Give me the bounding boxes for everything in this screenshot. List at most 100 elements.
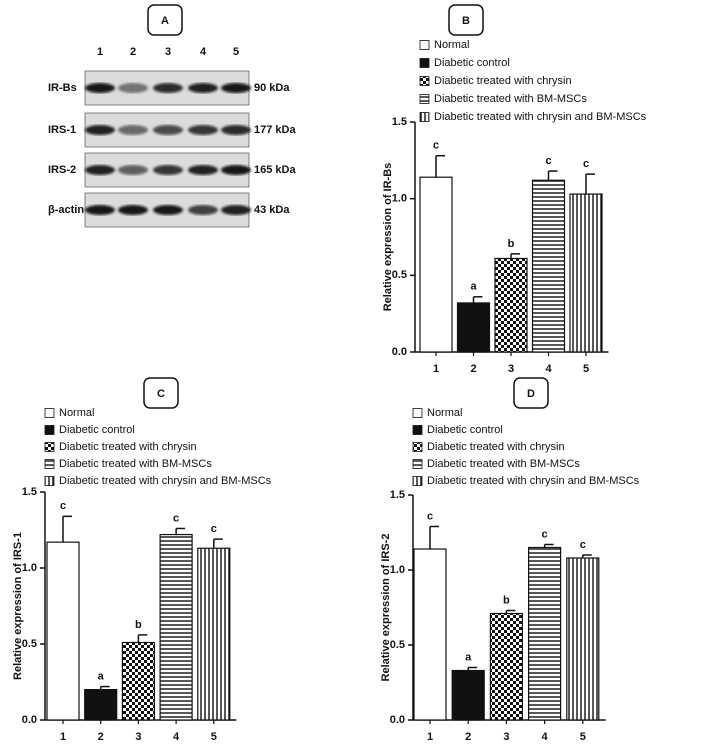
blot-band (221, 165, 251, 175)
significance-letter: c (173, 512, 179, 524)
legend-swatch (44, 459, 55, 469)
bar (566, 557, 600, 721)
bar (569, 193, 603, 353)
panel-box (513, 377, 549, 409)
legend-swatch (44, 442, 55, 452)
significance-letter: a (470, 281, 477, 293)
legend-swatch (44, 408, 55, 418)
blot-band (118, 125, 148, 135)
y-tick-label: 0.5 (390, 639, 405, 651)
significance-letter: c (583, 158, 589, 170)
legend-swatch (419, 94, 430, 104)
legend-swatch (44, 425, 55, 435)
blot-band (153, 83, 183, 93)
significance-letter: c (433, 140, 439, 152)
panel-label: A (161, 15, 169, 27)
bar (419, 176, 453, 353)
lane-label: 4 (200, 46, 207, 58)
x-tick-label: 3 (503, 731, 509, 743)
blot-band (188, 205, 218, 215)
legend-label: Diabetic treated with chrysin and BM-MSC… (427, 475, 640, 487)
bar (531, 179, 566, 353)
legend-swatch (419, 58, 430, 68)
kda-label: 165 kDa (254, 164, 296, 176)
blot-band (85, 125, 115, 135)
lane-label: 5 (233, 46, 239, 58)
blot-band (118, 83, 148, 93)
blot-band (221, 205, 251, 215)
panel-box (147, 4, 183, 36)
bar (46, 541, 80, 721)
legend-label: Normal (434, 39, 469, 51)
legend-label: Diabetic treated with chrysin (427, 441, 565, 453)
bar (197, 547, 231, 721)
bar (489, 612, 523, 721)
legend-label: Diabetic treated with chrysin (434, 75, 572, 87)
lane-label: 2 (130, 46, 136, 58)
significance-letter: a (98, 670, 105, 682)
significance-letter: c (427, 510, 433, 522)
legend-label: Diabetic treated with chrysin and BM-MSC… (59, 475, 272, 487)
significance-letter: b (135, 619, 142, 631)
legend-label: Diabetic treated with BM-MSCs (434, 93, 587, 105)
bar (451, 669, 485, 721)
y-tick-label: 1.5 (392, 116, 407, 128)
blot-band (153, 165, 183, 175)
blot-band (221, 125, 251, 135)
panel-label: C (157, 388, 165, 400)
lane-label: 1 (97, 46, 103, 58)
significance-letter: c (60, 500, 66, 512)
legend-swatch (412, 476, 423, 486)
blot-band (188, 83, 218, 93)
legend-swatch (412, 408, 423, 418)
blot-band (221, 83, 251, 93)
y-tick-label: 1.0 (22, 562, 37, 574)
blot-band (188, 165, 218, 175)
y-tick-label: 0.5 (22, 638, 37, 650)
x-tick-label: 5 (580, 731, 586, 743)
y-axis-label: Relative expression of IR-Bs (382, 163, 394, 312)
legend-swatch (419, 76, 430, 86)
legend-swatch (419, 40, 430, 50)
lane-label: 3 (165, 46, 171, 58)
legend-swatch (412, 425, 423, 435)
significance-letter: c (542, 528, 548, 540)
y-tick-label: 1.0 (392, 193, 407, 205)
legend-label: Diabetic treated with chrysin (59, 441, 197, 453)
blot-band (85, 165, 115, 175)
panel-box (448, 4, 484, 36)
kda-label: 177 kDa (254, 124, 296, 136)
x-tick-label: 1 (427, 731, 433, 743)
significance-letter: c (211, 523, 217, 535)
row-label: IRS-2 (48, 164, 76, 176)
y-tick-label: 0.0 (22, 714, 37, 726)
bar (527, 546, 562, 721)
legend-swatch (412, 459, 423, 469)
legend-swatch (412, 442, 423, 452)
blot-band (118, 165, 148, 175)
blot-band (153, 125, 183, 135)
y-tick-label: 0.0 (392, 346, 407, 358)
bar (456, 302, 491, 353)
legend-label: Diabetic control (427, 424, 503, 436)
x-tick-label: 2 (470, 363, 476, 375)
legend-label: Diabetic treated with chrysin and BM-MSC… (434, 111, 647, 123)
x-tick-label: 1 (433, 363, 439, 375)
significance-letter: b (503, 594, 510, 606)
blot-band (85, 83, 115, 93)
row-label: β-actin (48, 204, 84, 216)
bar (494, 257, 528, 353)
legend-swatch (419, 112, 430, 122)
x-tick-label: 1 (60, 731, 66, 743)
panel-box (143, 377, 179, 409)
significance-letter: c (545, 155, 551, 167)
panel-label: D (527, 388, 535, 400)
bar (84, 688, 118, 721)
blot-band (153, 205, 183, 215)
legend-label: Diabetic control (59, 424, 135, 436)
bar (159, 533, 193, 721)
blot-band (118, 205, 148, 215)
legend-label: Normal (59, 407, 94, 419)
row-label: IR-Bs (48, 82, 77, 94)
